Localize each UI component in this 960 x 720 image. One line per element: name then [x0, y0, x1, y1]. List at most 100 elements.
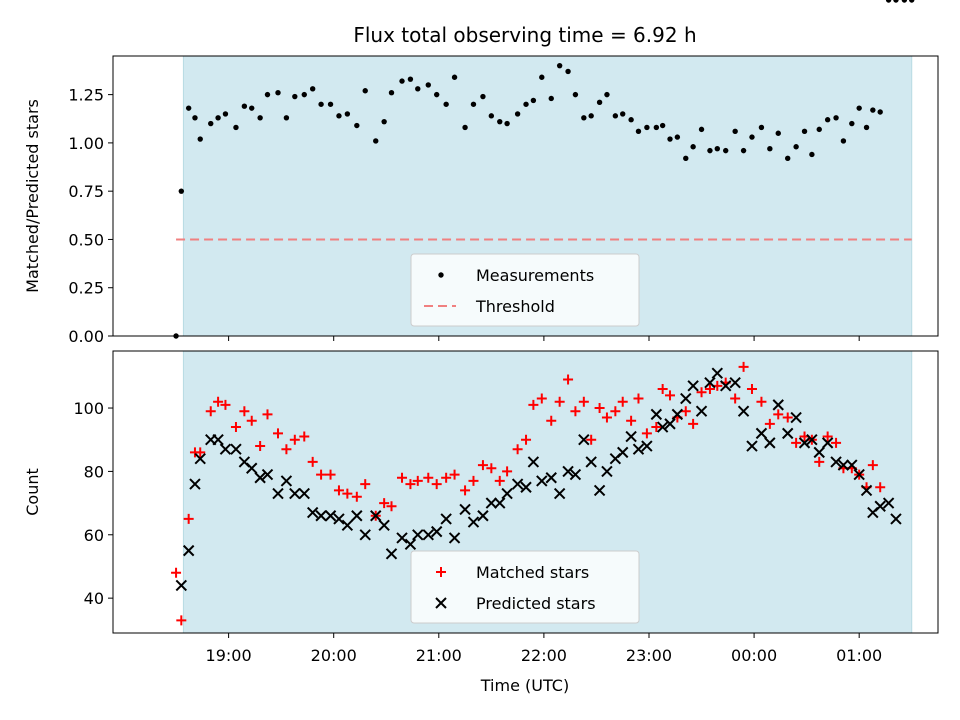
measurement-point — [215, 115, 221, 121]
matched-stars-point — [738, 361, 749, 372]
predicted-stars-point — [298, 487, 310, 500]
matched-stars-point — [867, 460, 878, 471]
predicted-stars-point — [175, 579, 188, 592]
y-tick-label: 0.00 — [68, 327, 104, 346]
matched-stars-point — [289, 434, 300, 445]
measurement-point — [309, 86, 316, 92]
measurement-point — [628, 117, 634, 123]
matched-stars-point — [782, 412, 793, 423]
measurement-point — [740, 147, 747, 154]
predicted-stars-points — [175, 367, 902, 592]
legend-box — [410, 550, 640, 624]
measurement-point — [824, 117, 831, 123]
predicted-stars-point — [430, 525, 443, 538]
measurement-point — [275, 89, 281, 96]
x-tick-label: 22:00 — [521, 646, 567, 665]
x-tick-label: 00:00 — [731, 646, 777, 665]
chart-title: Flux total observing time = 6.92 h — [353, 23, 696, 47]
matched-stars-point — [814, 456, 825, 467]
measurement-point — [354, 122, 360, 129]
matched-stars-point — [220, 399, 231, 410]
measurement-point — [292, 93, 298, 100]
predicted-stars-point — [520, 481, 532, 493]
matched-stars-point — [405, 479, 416, 490]
predicted-stars-point — [440, 513, 452, 525]
predicted-stars-point — [772, 399, 784, 411]
predicted-stars-point — [351, 510, 363, 522]
matched-stars-point — [412, 475, 423, 486]
ratio-legend: Measurements Threshold — [410, 253, 640, 327]
predicted-stars-point — [562, 465, 574, 478]
predicted-stars-point — [536, 475, 548, 487]
predicted-stars-point — [790, 411, 802, 424]
matched-stars-point — [512, 444, 523, 455]
ratio-panel: 0.00 0.25 0.50 0.75 1.00 1.25 Matched/Predicte… — [23, 0, 939, 346]
predicted-stars-point — [711, 367, 724, 379]
matched-stars-point — [641, 428, 652, 439]
count-panel: 40 60 80 100 19:00 20:00 21:00 22:00 23:00 00:00 0… — [23, 351, 939, 665]
matched-stars-point — [195, 447, 206, 458]
measurement-point — [539, 74, 545, 80]
measurement-point — [497, 118, 503, 125]
predicted-stars-point — [511, 478, 524, 490]
matched-stars-point — [651, 422, 662, 433]
measurement-point — [659, 122, 666, 129]
matched-stars-point — [205, 406, 216, 417]
measurement-point — [674, 134, 681, 140]
predicted-stars-point — [333, 513, 345, 525]
legend-entry: Predicted stars — [476, 594, 596, 613]
predicted-stars-point — [687, 380, 699, 392]
legend-entry: Measurements — [476, 266, 594, 285]
matched-stars-point — [546, 415, 557, 426]
predicted-stars-point — [860, 484, 873, 497]
predicted-stars-point — [545, 472, 557, 484]
matched-stars-point — [460, 485, 471, 496]
measurement-point — [683, 155, 689, 162]
measurement-point — [318, 101, 324, 107]
y-tick-label: 0.75 — [68, 182, 104, 201]
legend-marker — [436, 567, 446, 577]
matched-stars-point — [617, 396, 628, 407]
measurement-point — [327, 101, 334, 107]
measurement-point — [644, 124, 650, 131]
measurement-point — [870, 107, 876, 113]
measurement-point — [849, 120, 855, 127]
matched-stars-point — [502, 466, 513, 477]
matched-stars-point — [570, 406, 581, 417]
predicted-stars-point — [230, 443, 242, 455]
predicted-stars-point — [324, 510, 337, 522]
predicted-stars-point — [378, 519, 390, 531]
predicted-stars-point — [729, 376, 741, 389]
predicted-stars-point — [882, 497, 895, 509]
measurement-point — [197, 136, 203, 142]
measurement-point — [732, 128, 738, 135]
measurement-point — [565, 68, 571, 75]
measurement-point — [785, 155, 791, 162]
matched-stars-point — [325, 469, 336, 480]
y-tick-label: 100 — [73, 399, 104, 418]
measurement-point — [388, 89, 395, 96]
measurement-point — [185, 105, 192, 111]
predicted-stars-point — [806, 434, 818, 446]
matched-stars-point — [875, 482, 886, 493]
matched-stars-point — [586, 434, 597, 445]
count-y-axis-label: Count — [23, 468, 42, 516]
measurement-point — [433, 91, 440, 98]
matched-stars-point — [176, 615, 187, 626]
y-tick-label: 40 — [84, 589, 104, 608]
measurement-point — [793, 144, 799, 150]
matched-stars-point — [536, 393, 547, 404]
matched-stars-point — [626, 415, 637, 426]
measurement-point — [480, 93, 486, 100]
measurement-point — [222, 111, 229, 117]
predicted-stars-point — [527, 456, 540, 468]
matched-stars-point — [594, 403, 605, 414]
x-tick-label: 21:00 — [416, 646, 462, 665]
measurement-point — [690, 144, 696, 150]
predicted-stars-point — [194, 453, 206, 465]
measurement-point — [283, 115, 290, 121]
matched-stars-point — [386, 501, 397, 512]
y-tick-label: 0.25 — [68, 279, 104, 298]
predicted-stars-point — [853, 468, 865, 481]
